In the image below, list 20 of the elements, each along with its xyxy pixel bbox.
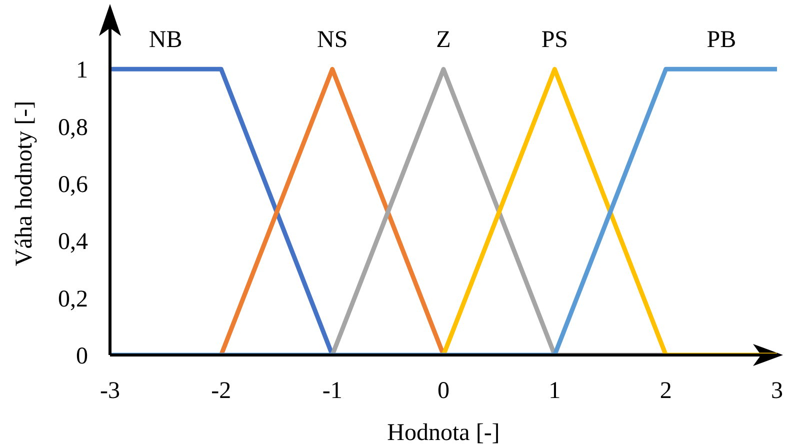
x-tick-label: -2 (211, 378, 232, 404)
x-tick-label: 2 (660, 378, 672, 404)
y-tick-label: 0,8 (58, 114, 88, 141)
y-tick-label: 0,2 (58, 286, 88, 312)
y-tick-label: 0,6 (58, 172, 88, 198)
series-label: NB (148, 27, 182, 54)
x-tick-label: 0 (438, 378, 450, 404)
series-label: Z (436, 27, 451, 54)
y-tick-label: 0,4 (58, 229, 88, 256)
x-tick-label: -1 (322, 378, 342, 404)
x-tick-label: -3 (100, 378, 120, 404)
series-label: PS (541, 27, 568, 54)
y-axis-title: Váha hodnoty [-] (12, 100, 38, 266)
series-label: NS (316, 27, 348, 54)
y-tick-label: 1 (76, 58, 88, 84)
x-tick-label: 1 (548, 378, 561, 404)
x-axis-title: Hodnota [-] (387, 420, 500, 446)
series-label: PB (706, 27, 736, 54)
y-tick-label: 0 (76, 344, 88, 370)
x-tick-label: 3 (771, 378, 783, 404)
